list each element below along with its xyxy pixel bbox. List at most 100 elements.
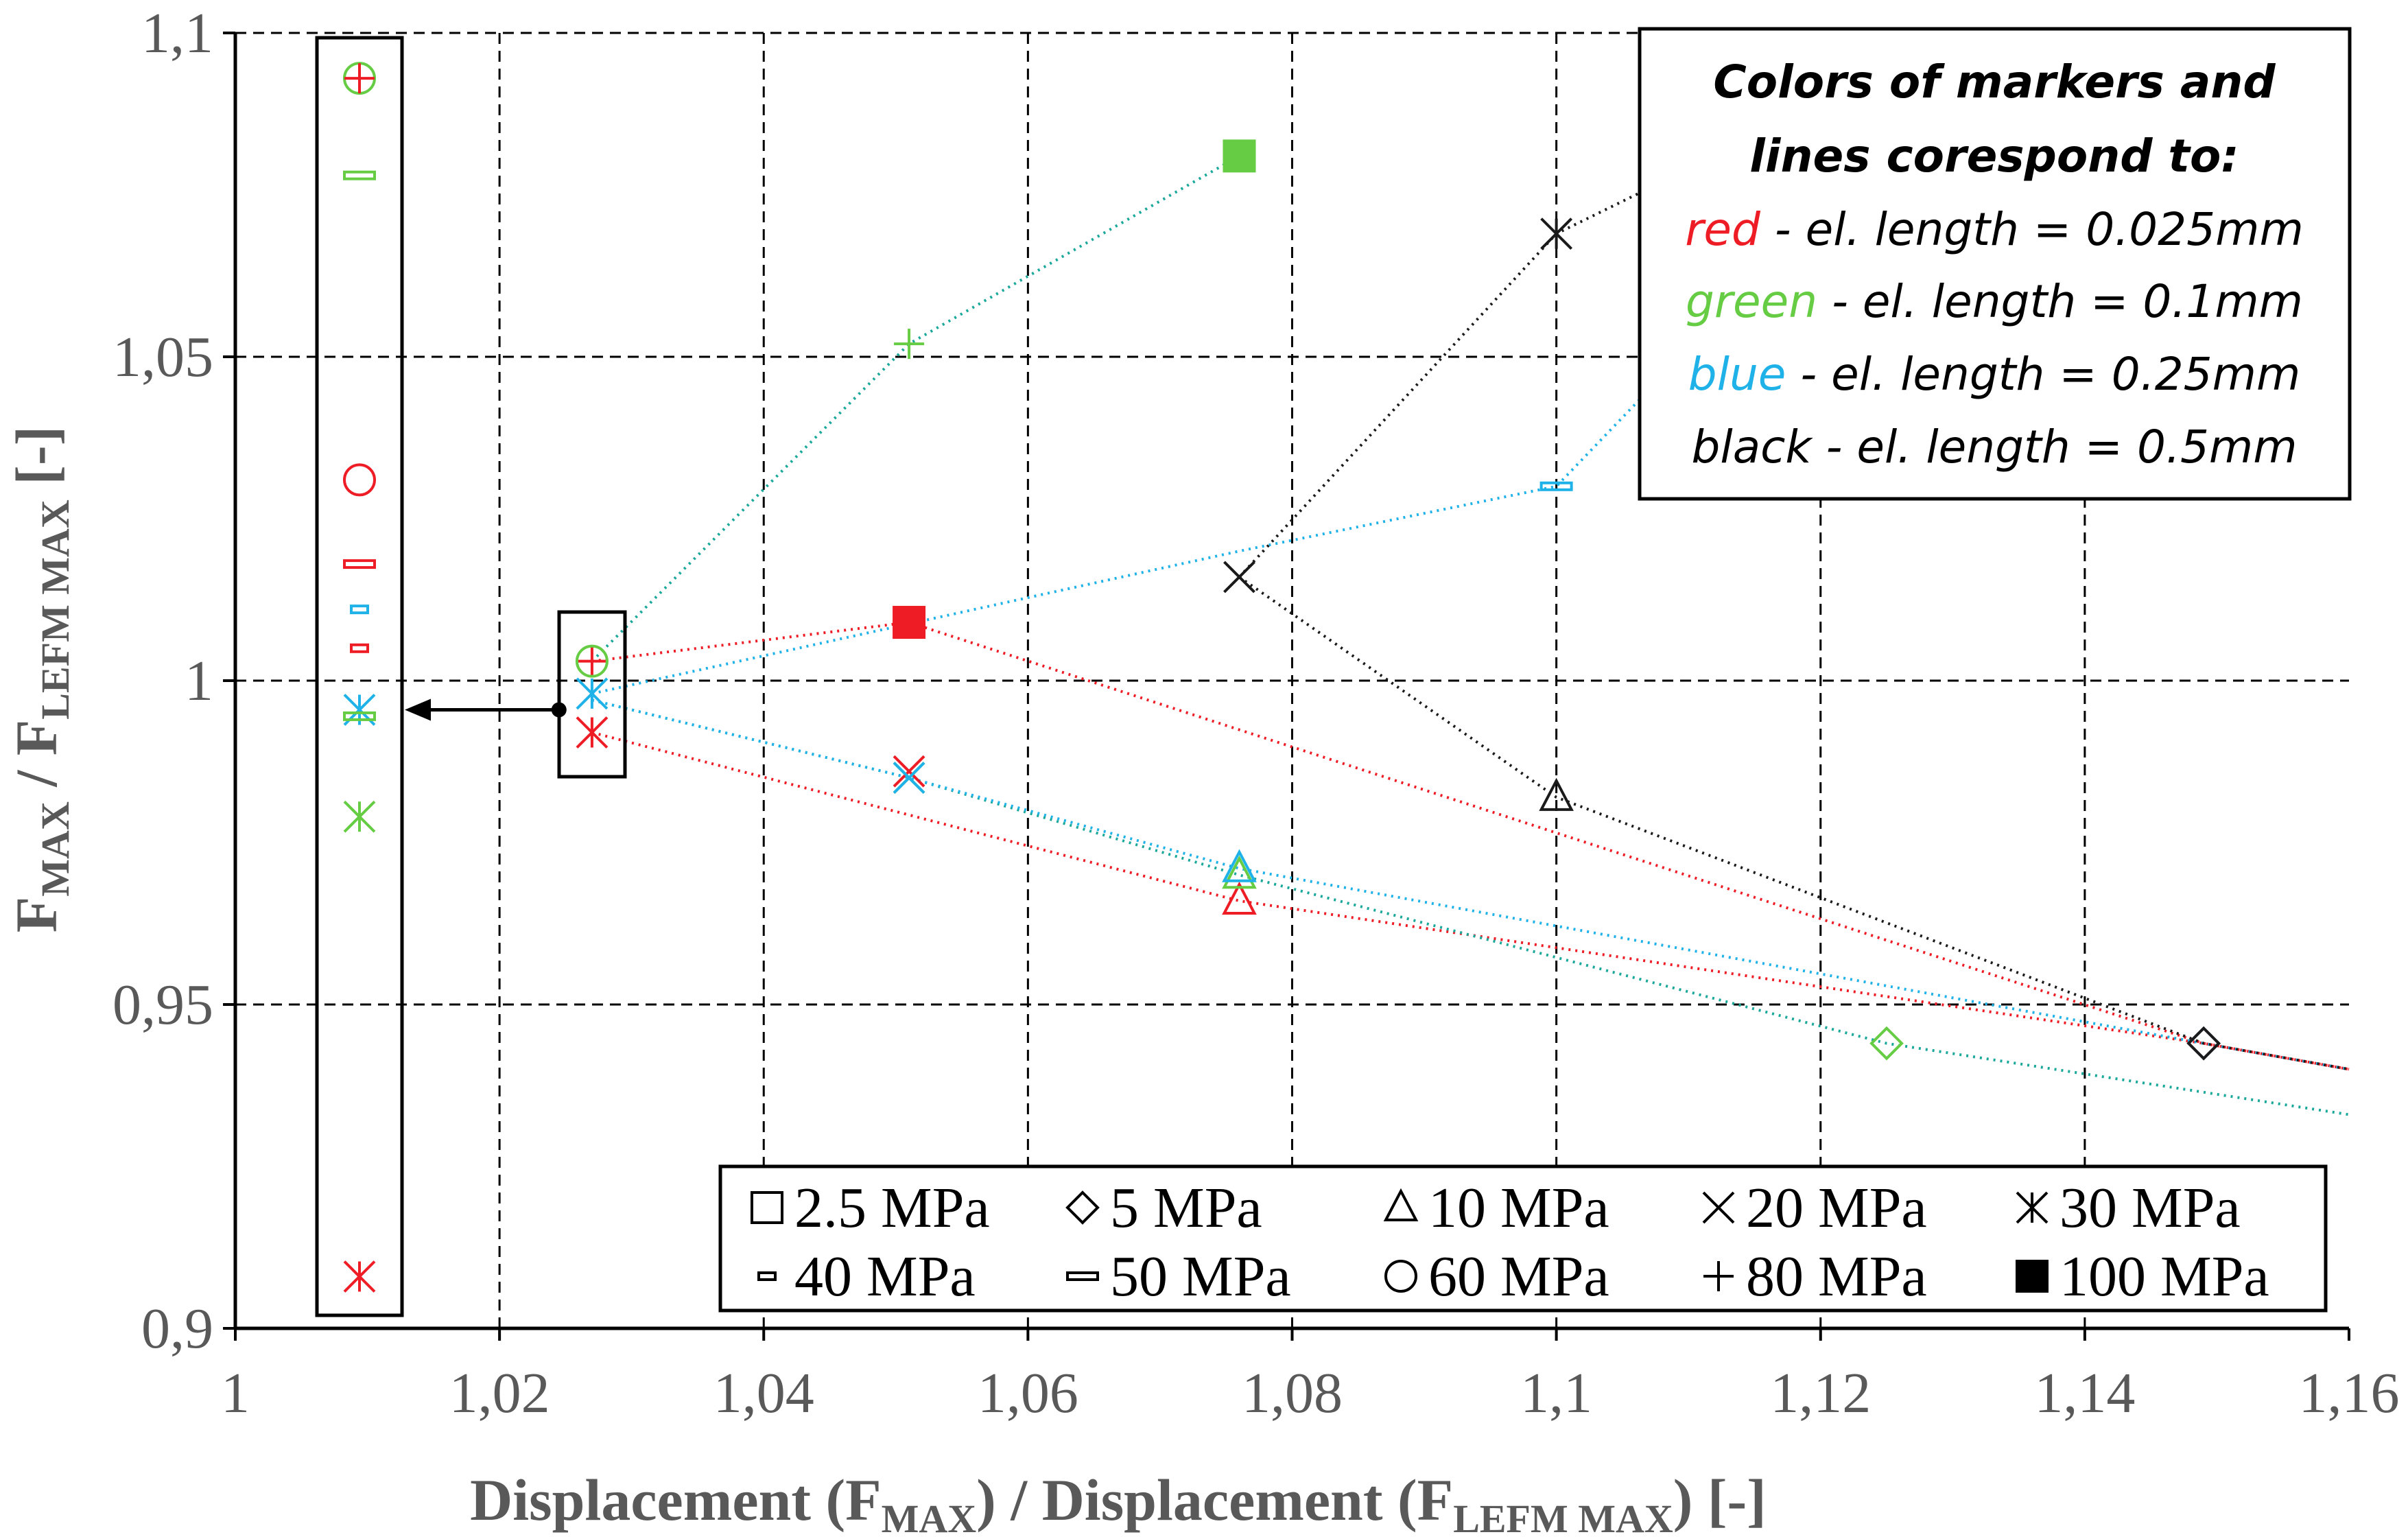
x-tick-label: 1 xyxy=(221,1361,250,1425)
y-axis-title: FMAX / FLEFM MAX [-] xyxy=(3,426,78,932)
legend-item: 50 MPa xyxy=(1066,1245,1291,1308)
marker-dash xyxy=(1539,481,1573,491)
x-tick-label: 1,12 xyxy=(1770,1361,1871,1425)
x-tick-label: 1,14 xyxy=(2034,1361,2135,1425)
marker-dash xyxy=(343,711,376,721)
marker-small-dash xyxy=(350,604,369,615)
info-row-red: red - el. length = 0.025mm xyxy=(1685,203,2303,256)
legend-item: 100 MPa xyxy=(2016,1245,2269,1308)
legend-label: 10 MPa xyxy=(1428,1176,1609,1240)
marker-filled-square xyxy=(893,606,926,639)
marker-filled-square xyxy=(2016,1260,2049,1293)
marker-circle xyxy=(575,644,609,678)
marker-small-dash xyxy=(757,1271,777,1281)
marker-dash xyxy=(343,170,376,180)
info-row-black: black - el. length = 0.5mm xyxy=(1691,421,2297,473)
legend-item: 40 MPa xyxy=(757,1245,976,1308)
legend-item: 20 MPa xyxy=(1702,1176,1927,1240)
legend-symbol-asterisk xyxy=(2016,1191,2049,1224)
marker-dash xyxy=(343,559,376,569)
marker-circle xyxy=(343,463,376,497)
legend-label: 50 MPa xyxy=(1110,1245,1291,1308)
series-line-black xyxy=(1238,180,1663,578)
zoom-point-red xyxy=(343,1260,376,1293)
legend-symbol-filled-square xyxy=(2016,1260,2049,1293)
data-point-red xyxy=(576,646,607,677)
marker-diamond xyxy=(1065,1190,1100,1225)
y-tick-label: 0,95 xyxy=(113,973,213,1037)
zoom-point-green xyxy=(343,170,376,180)
legend-item: 10 MPa xyxy=(1383,1176,1609,1240)
legend-symbol-triangle xyxy=(1383,1188,1419,1221)
x-tick-label: 1,1 xyxy=(1520,1361,1592,1425)
marker-small-dash xyxy=(350,643,369,653)
info-word-blue: blue xyxy=(1688,348,1786,401)
legend-label: 2.5 MPa xyxy=(794,1176,990,1240)
data-point-red xyxy=(576,716,609,749)
series-line-blue xyxy=(591,375,1664,695)
legend-item: 30 MPa xyxy=(2016,1176,2241,1240)
zoom-point-red xyxy=(350,643,369,653)
legend-symbol-x xyxy=(1702,1191,1735,1224)
zoom-point-red xyxy=(343,559,376,569)
marker-square xyxy=(751,1191,783,1224)
data-point-green xyxy=(894,329,925,360)
y-tick-label: 1,1 xyxy=(141,1,213,65)
marker-triangle xyxy=(1222,849,1257,882)
legend-label: 100 MPa xyxy=(2059,1245,2269,1308)
legend-symbol-dash xyxy=(1066,1271,1099,1281)
zoom-point-red xyxy=(344,63,375,94)
zoom-point-blue xyxy=(350,604,369,615)
zoom-source-frame xyxy=(557,610,627,779)
legend-item: 60 MPa xyxy=(1384,1245,1609,1308)
zoom-arrow-head xyxy=(405,698,431,721)
info-row-green: green - el. length = 0.1mm xyxy=(1686,275,2303,328)
legend-label: 30 MPa xyxy=(2059,1176,2241,1240)
series-line-green xyxy=(591,154,1240,663)
legend: 2.5 MPa 5 MPa 10 MPa 20 MPa 30 MPa 40 MPa 50 M… xyxy=(718,1164,2328,1313)
axes xyxy=(223,32,2350,1341)
y-tick-label: 0,9 xyxy=(141,1297,213,1361)
data-point-red xyxy=(893,606,926,639)
tick-labels: 1 1,02 1,04 1,06 1,08 1,1 1,12 1,14 1,16 0,9 0,95 1… xyxy=(113,1,2400,1425)
zoom-point-green xyxy=(343,800,376,833)
legend-symbol-circle xyxy=(1384,1260,1417,1293)
zoom-point-red xyxy=(343,463,376,497)
data-point-blue xyxy=(1222,849,1257,882)
data-point-green xyxy=(1869,1026,1904,1061)
data-point-black xyxy=(2186,1026,2221,1061)
data-point-green xyxy=(575,644,609,678)
info-box-title-1: Colors of markers and xyxy=(1713,56,2276,108)
legend-symbol-diamond xyxy=(1065,1190,1100,1225)
x-axis-title: Displacement (FMAX) / Displacement (FLEF… xyxy=(470,1467,1767,1539)
info-box-title-2: lines corespond to: xyxy=(1749,130,2239,183)
data-point-red xyxy=(1222,881,1257,915)
data-point-blue xyxy=(893,762,925,795)
marker-x-stroke xyxy=(1702,1191,1735,1224)
x-tick-label: 1,02 xyxy=(449,1361,550,1425)
marker-triangle xyxy=(1222,855,1257,889)
marker-x-stroke xyxy=(893,762,925,795)
legend-symbol-square xyxy=(751,1191,783,1224)
y-tick-label: 1,05 xyxy=(113,325,213,389)
marker-triangle xyxy=(1539,777,1574,811)
marker-dash xyxy=(1066,1271,1099,1281)
legend-item: 80 MPa xyxy=(1703,1245,1927,1308)
legend-label: 80 MPa xyxy=(1746,1245,1927,1308)
data-point-red xyxy=(893,755,925,788)
series-points xyxy=(575,139,2221,1061)
info-box-frame xyxy=(1638,27,2352,501)
x-tick-label: 1,16 xyxy=(2299,1361,2400,1425)
legend-label: 60 MPa xyxy=(1428,1245,1609,1308)
legend-symbol-plus xyxy=(1703,1261,1734,1291)
legend-label: 5 MPa xyxy=(1110,1176,1262,1240)
x-tick-label: 1,08 xyxy=(1242,1361,1343,1425)
legend-frame xyxy=(718,1164,2328,1313)
marker-triangle xyxy=(1222,881,1257,915)
data-point-black xyxy=(1223,561,1255,594)
y-tick-label: 1 xyxy=(185,649,213,713)
x-tick-label: 1,04 xyxy=(713,1361,814,1425)
data-point-green xyxy=(1222,855,1257,889)
marker-x-stroke xyxy=(893,755,925,788)
